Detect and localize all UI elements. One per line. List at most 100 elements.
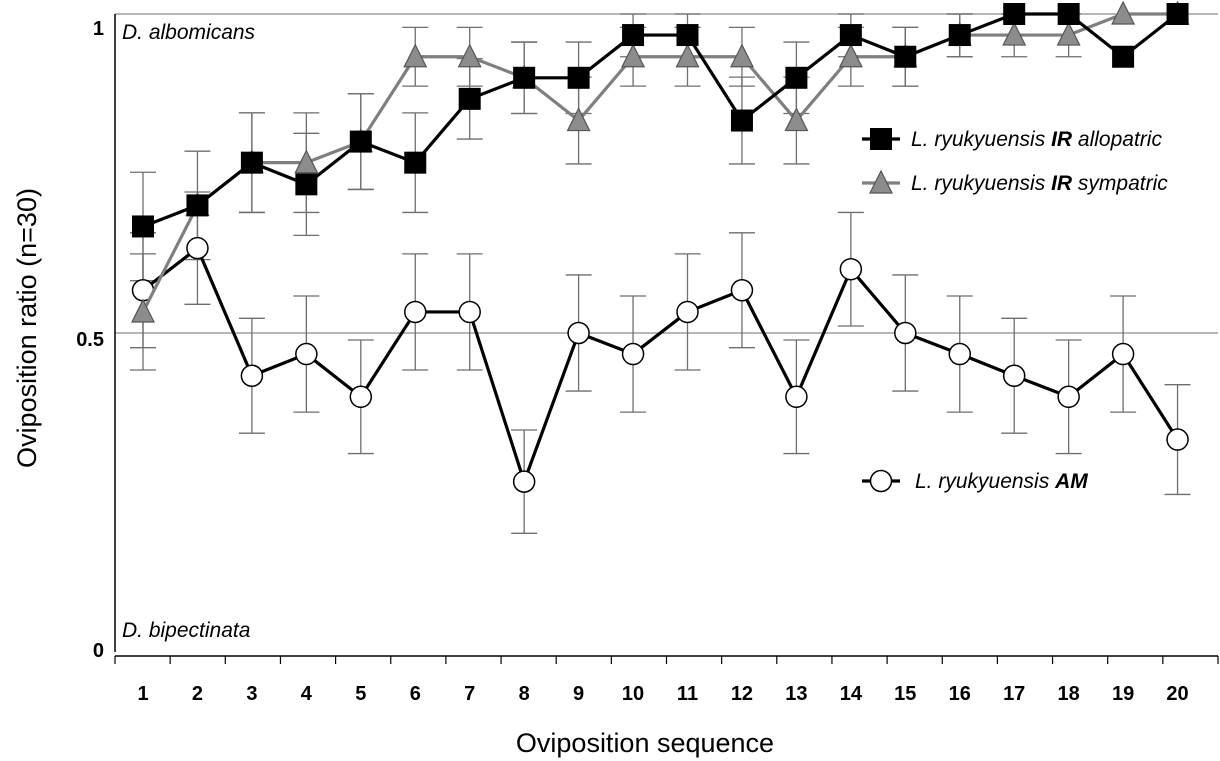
data-point [1002, 21, 1027, 46]
data-point [349, 130, 372, 153]
x-tick-label: 6 [410, 683, 421, 705]
series-circle [131, 236, 1189, 493]
x-tick-label: 18 [1058, 683, 1080, 705]
data-point [839, 257, 863, 281]
error-bars [130, 191, 1191, 534]
data-point [566, 107, 591, 132]
x-tick-label: 19 [1112, 683, 1134, 705]
top-region-label: D. albomicans [122, 21, 256, 44]
data-point [567, 66, 590, 89]
data-point [404, 151, 427, 174]
data-point [1057, 3, 1080, 25]
data-point [240, 364, 264, 387]
x-tick-label: 12 [731, 683, 753, 705]
data-point [838, 43, 863, 68]
legend-label-part: L. ryukyuensis [911, 128, 1051, 151]
data-point [512, 470, 536, 493]
data-point [1166, 3, 1189, 25]
data-point [457, 43, 482, 68]
legend-label-part: L. ryukyuensis [911, 172, 1051, 195]
data-point [676, 300, 699, 324]
legend-label-bold: IR [1051, 172, 1073, 195]
x-tick-label: 4 [301, 683, 313, 705]
legend-entry: L. ryukyuensis AM [862, 469, 1088, 493]
legend-marker [870, 128, 892, 150]
axes [114, 14, 1219, 664]
data-point [1111, 342, 1135, 366]
data-point [458, 300, 481, 324]
data-point [948, 24, 971, 47]
legend-label-bold: IR [1051, 128, 1073, 151]
data-point [894, 45, 917, 68]
legend-label-part: sympatric [1072, 172, 1168, 195]
legend-label-part: L. ryukyuensis [915, 470, 1055, 493]
x-tick-label: 9 [573, 683, 584, 705]
legend-entry: L. ryukyuensis IR allopatric [862, 128, 1162, 151]
x-tick-label: 14 [840, 683, 863, 705]
legend-label: L. ryukyuensis IR allopatric [911, 128, 1162, 151]
data-point [730, 279, 754, 302]
series-line [141, 12, 1178, 313]
x-tick-label: 15 [894, 683, 916, 705]
y-tick-label: 0.5 [76, 329, 104, 351]
data-point [513, 66, 536, 89]
x-tick-label: 10 [622, 683, 644, 705]
x-tick-label: 16 [949, 683, 971, 705]
data-point [295, 173, 318, 196]
series-line [142, 246, 1179, 484]
series-square [132, 3, 1189, 238]
x-tick-label: 11 [677, 683, 698, 705]
data-point [403, 43, 428, 68]
x-tick-label: 3 [246, 683, 257, 705]
x-tick-label: 17 [1003, 683, 1025, 705]
data-point [294, 149, 319, 174]
data-point [676, 24, 699, 47]
x-tick-label: 20 [1166, 683, 1188, 705]
x-tick-label: 2 [192, 683, 203, 705]
legend-label: L. ryukyuensis IR sympatric [911, 172, 1168, 195]
data-point [132, 215, 154, 238]
bottom-region-label: D. bipectinata [122, 619, 250, 642]
data-point [1003, 3, 1026, 25]
x-tick-label: 1 [137, 683, 148, 705]
y-tick-label: 0 [93, 640, 104, 662]
data-point [1056, 21, 1081, 46]
data-point [785, 66, 808, 89]
data-point [839, 24, 862, 47]
x-tick-label: 13 [785, 683, 807, 705]
data-point [1002, 364, 1026, 387]
y-axis-title: Oviposition ratio (n=30) [12, 188, 42, 468]
legend-entry: L. ryukyuensis IR sympatric [862, 169, 1168, 195]
data-point [240, 151, 263, 174]
data-point [1111, 0, 1136, 25]
data-point [729, 43, 754, 68]
data-point [1112, 45, 1135, 68]
x-tick-label: 8 [519, 683, 530, 705]
data-point [1166, 428, 1189, 451]
data-point [131, 298, 155, 323]
data-point [458, 87, 481, 110]
data-point [784, 107, 809, 132]
series-triangle [131, 0, 1190, 323]
data-point [730, 109, 753, 132]
x-tick-label: 5 [355, 683, 366, 705]
legend-label-bold: AM [1054, 470, 1088, 493]
y-tick-label: 1 [93, 18, 104, 40]
data-point [894, 321, 917, 345]
legend-label-part: allopatric [1072, 128, 1162, 151]
data-point [785, 385, 808, 409]
legend-marker [869, 169, 893, 194]
data-point [1057, 385, 1080, 409]
data-point [621, 342, 645, 366]
data-point [675, 43, 700, 68]
data-point [295, 342, 318, 366]
x-tick-labels: 1 2 3 4 5 6 7 8 9 10 11 12 13 14 15 16 17 18 19 20 [137, 683, 1188, 705]
legend-label: L. ryukyuensis AM [915, 470, 1088, 493]
data-point [948, 342, 971, 366]
data-point [186, 236, 209, 260]
data-point [404, 300, 427, 324]
data-point [186, 194, 209, 217]
data-point [567, 321, 590, 345]
